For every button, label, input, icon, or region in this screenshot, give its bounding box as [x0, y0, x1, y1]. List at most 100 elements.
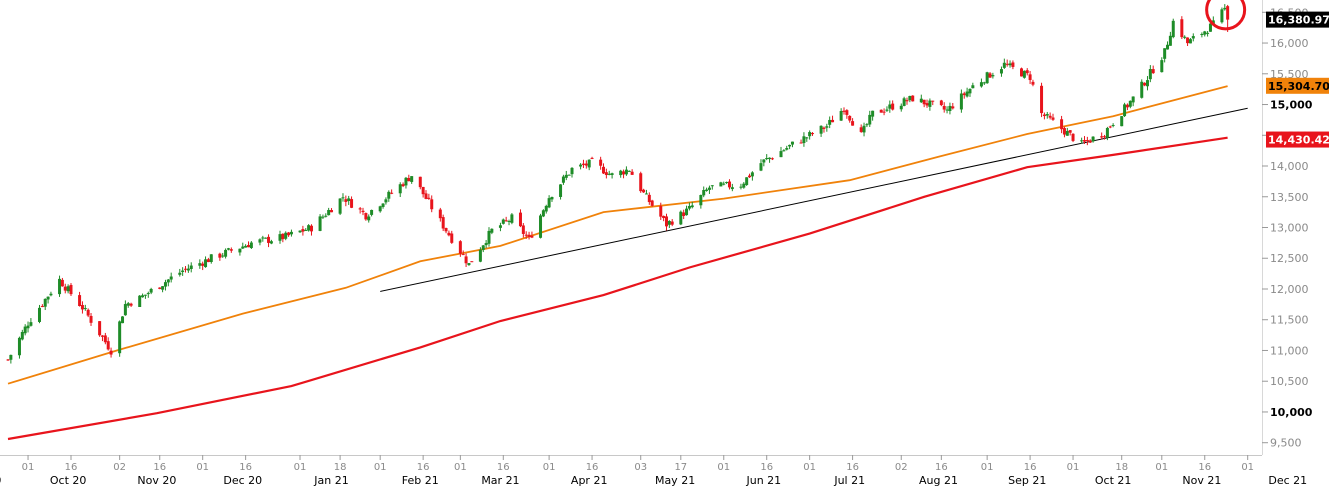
candle-body	[204, 259, 208, 268]
candle-body	[249, 242, 253, 248]
y-tick-label: 10,000	[1270, 406, 1313, 419]
candle-body	[98, 321, 102, 336]
candle-body	[467, 263, 471, 266]
candle-body	[370, 209, 374, 215]
candle-body	[218, 253, 222, 258]
candle-body	[384, 199, 388, 203]
candle-body	[925, 103, 929, 106]
candle-body	[444, 228, 448, 232]
candle-body	[790, 141, 794, 145]
candle-body	[441, 217, 445, 229]
candle-body	[398, 184, 402, 194]
x-month-label: Oct 20	[50, 474, 87, 487]
candle-body	[1025, 70, 1029, 74]
candle-body	[768, 157, 772, 160]
candle-body	[484, 243, 488, 246]
candle-body	[862, 125, 866, 133]
candle-body	[939, 100, 943, 106]
x-month-label: Feb 21	[402, 474, 439, 487]
ma-red-value-label: 14,430.421	[1268, 134, 1329, 147]
candle-body	[745, 177, 749, 185]
candle-body	[739, 186, 743, 188]
candle-body	[126, 303, 130, 306]
candle-body	[762, 159, 766, 163]
candle-body	[1008, 63, 1012, 66]
candle-body	[83, 308, 87, 310]
candle-body	[682, 212, 686, 216]
candles	[6, 4, 1230, 364]
candle-body	[1131, 96, 1135, 103]
y-tick-label: 12,500	[1270, 252, 1309, 265]
candle-body	[169, 276, 173, 280]
candle-body	[707, 187, 711, 190]
candle-body	[1183, 36, 1187, 38]
candle-body	[685, 208, 689, 216]
candle-body	[679, 211, 683, 225]
candle-body	[1206, 32, 1210, 34]
candle-body	[1186, 37, 1190, 44]
candle-body	[888, 104, 892, 109]
candle-body	[321, 216, 325, 218]
candle-body	[1031, 81, 1035, 85]
candle-body	[129, 303, 133, 306]
candle-body	[922, 99, 926, 105]
candle-body	[727, 181, 731, 188]
candle-body	[301, 229, 305, 232]
candle-body	[1148, 69, 1152, 80]
candle-body	[945, 109, 949, 111]
candle-body	[161, 286, 165, 290]
candle-body	[338, 198, 342, 214]
candle-body	[78, 295, 82, 307]
candle-body	[390, 192, 394, 194]
candle-body	[141, 295, 145, 298]
candle-body	[69, 284, 73, 295]
candle-body	[1111, 125, 1115, 127]
candle-body	[246, 245, 250, 248]
candle-body	[630, 171, 634, 175]
candle-body	[544, 205, 548, 212]
candle-body	[622, 171, 626, 175]
candle-body	[759, 163, 763, 171]
candle-body	[206, 259, 210, 263]
candle-body	[226, 248, 230, 250]
x-tick-label: 01	[1155, 462, 1168, 473]
candle-body	[659, 206, 663, 217]
candle-body	[470, 261, 474, 263]
candle-body	[1168, 35, 1172, 46]
candle-body	[1048, 115, 1052, 118]
candle-body	[501, 219, 505, 224]
candle-body	[564, 174, 568, 178]
candle-body	[264, 237, 268, 239]
y-tick-label: 13,500	[1270, 191, 1309, 204]
candle-body	[481, 245, 485, 250]
candle-body	[318, 216, 322, 231]
candle-body	[610, 173, 614, 175]
candle-body	[450, 233, 454, 243]
candle-body	[324, 215, 328, 217]
candle-body	[908, 95, 912, 101]
x-tick-label: 01	[803, 462, 816, 473]
candle-body	[60, 279, 64, 287]
candle-body	[999, 69, 1003, 74]
candle-body	[163, 282, 167, 287]
candle-body	[23, 326, 27, 334]
candle-body	[1123, 104, 1127, 117]
candle-body	[559, 184, 563, 197]
candle-body	[40, 306, 44, 308]
candle-body	[831, 119, 835, 123]
candle-body	[524, 234, 528, 236]
candle-body	[828, 119, 832, 125]
candle-body	[1100, 136, 1104, 138]
candle-body	[1045, 114, 1049, 116]
candle-body	[63, 286, 67, 291]
candle-body	[364, 213, 368, 220]
candle-body	[281, 233, 285, 240]
candle-body	[58, 278, 62, 295]
candle-body	[805, 137, 809, 139]
candle-body	[808, 132, 812, 137]
x-month-label: Jun 21	[745, 474, 781, 487]
candle-body	[367, 216, 371, 221]
candle-body	[530, 235, 534, 238]
candle-body	[1062, 128, 1066, 135]
